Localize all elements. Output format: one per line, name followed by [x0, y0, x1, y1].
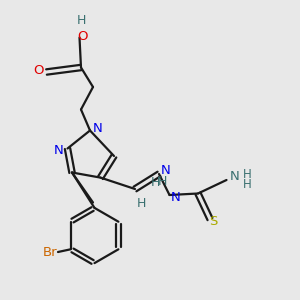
- Text: H: H: [242, 168, 251, 181]
- Text: N: N: [161, 164, 170, 178]
- Text: N: N: [171, 191, 181, 204]
- Text: H: H: [150, 176, 160, 190]
- Text: S: S: [209, 215, 217, 228]
- Text: H: H: [76, 14, 86, 27]
- Text: H: H: [137, 197, 146, 210]
- Text: H: H: [157, 175, 167, 188]
- Text: N: N: [230, 170, 240, 183]
- Text: N: N: [54, 143, 64, 157]
- Text: O: O: [77, 29, 88, 43]
- Text: Br: Br: [42, 246, 57, 260]
- Text: O: O: [33, 64, 44, 77]
- Text: N: N: [93, 122, 102, 135]
- Text: H: H: [242, 178, 251, 191]
